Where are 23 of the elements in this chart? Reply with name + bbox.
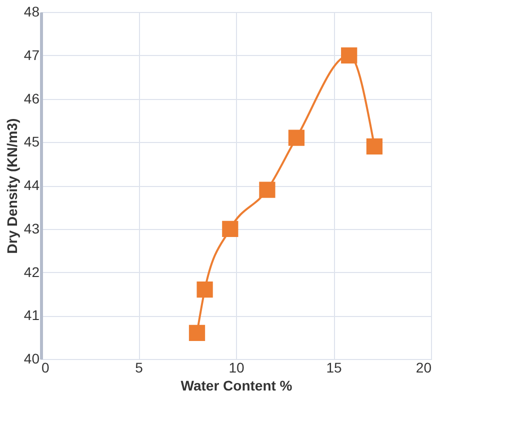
y-tick-label: 46 — [24, 90, 40, 106]
y-tick-label: 41 — [24, 307, 40, 324]
x-axis-title: Water Content % — [180, 378, 293, 394]
point — [222, 220, 238, 237]
x-tick-label: 20 — [416, 360, 432, 376]
y-tick-label: 47 — [24, 46, 40, 63]
x-tick-label: 0 — [42, 360, 50, 376]
point — [196, 282, 213, 298]
x-tick-label: 5 — [135, 360, 144, 376]
y-tick-label: 44 — [24, 177, 40, 193]
point — [366, 138, 383, 155]
y-tick-label: 48 — [24, 4, 40, 20]
y-tick-label: 43 — [24, 220, 40, 236]
point — [259, 182, 276, 198]
point — [341, 47, 358, 64]
point — [288, 130, 305, 146]
y-tick-label: 40 — [24, 350, 40, 366]
x-tick-label: 10 — [228, 360, 244, 376]
y-tick-label: 45 — [24, 134, 40, 150]
point — [188, 324, 206, 342]
y-tick-label: 42 — [24, 264, 40, 280]
x-tick-label: 15 — [326, 360, 342, 376]
y-axis-title: Dry Density (KN/m3) — [4, 118, 20, 254]
